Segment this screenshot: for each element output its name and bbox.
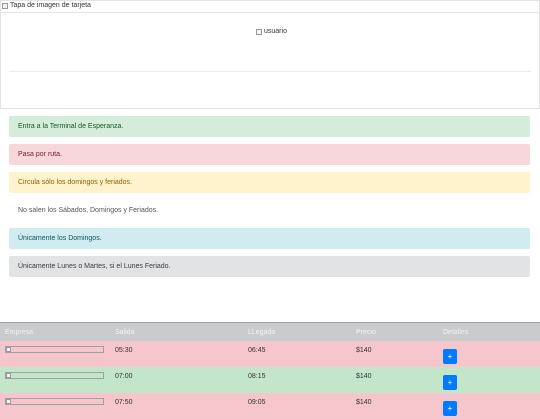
- alert-plain: No salen los Sábados, Domingos y Feriado…: [18, 207, 159, 214]
- card-cover-image: Tapa de imagen de tarjeta: [2, 2, 91, 9]
- broken-image-icon: [2, 2, 8, 9]
- header-precio: Precio: [351, 322, 438, 341]
- details-button[interactable]: +: [443, 348, 457, 364]
- card-divider: [1, 12, 539, 13]
- legend-alerts: Entra a la Terminal de Esperanza. Pasa p…: [9, 116, 530, 284]
- departure-cell: 07:00: [110, 367, 243, 393]
- table-row: 07:00 08:15 $140 +: [0, 367, 540, 393]
- departure-cell: 07:50: [110, 393, 243, 419]
- header-empresa: Empresa: [0, 322, 110, 341]
- company-logo-image: [5, 372, 104, 379]
- alert-danger: Pasa por ruta.: [9, 144, 530, 165]
- alert-success: Entra a la Terminal de Esperanza.: [9, 116, 530, 137]
- details-button[interactable]: +: [443, 400, 457, 416]
- user-avatar-image: usuario: [256, 28, 287, 35]
- broken-image-icon: [256, 28, 262, 35]
- price-cell: $140: [351, 341, 438, 367]
- company-logo-cell: [0, 367, 110, 393]
- table-header-row: Empresa Salida LLegada Precio Detalles: [0, 322, 540, 341]
- company-logo-image: [5, 398, 104, 405]
- company-logo-cell: [0, 341, 110, 367]
- table-row: 05:30 06:45 $140 +: [0, 341, 540, 367]
- price-cell: $140: [351, 393, 438, 419]
- details-cell: +: [438, 367, 540, 393]
- arrival-cell: 09:05: [243, 393, 351, 419]
- alert-info: Únicamente los Domingos.: [9, 228, 530, 249]
- header-salida: Salida: [110, 322, 243, 341]
- card-cover-alt: Tapa de imagen de tarjeta: [10, 2, 91, 9]
- departure-cell: 05:30: [110, 341, 243, 367]
- price-cell: $140: [351, 367, 438, 393]
- company-logo-image: [5, 346, 104, 353]
- broken-image-icon: [6, 347, 11, 352]
- alert-secondary: Únicamente Lunes o Martes, si el Lunes F…: [9, 256, 530, 277]
- profile-card: Tapa de imagen de tarjeta usuario: [0, 0, 540, 109]
- schedule-table: Empresa Salida LLegada Precio Detalles 0…: [0, 322, 540, 419]
- arrival-cell: 06:45: [243, 341, 351, 367]
- details-cell: +: [438, 341, 540, 367]
- table-row: 07:50 09:05 $140 +: [0, 393, 540, 419]
- details-cell: +: [438, 393, 540, 419]
- company-logo-cell: [0, 393, 110, 419]
- card-divider: [9, 71, 531, 72]
- arrival-cell: 08:15: [243, 367, 351, 393]
- broken-image-icon: [6, 399, 11, 404]
- user-avatar-alt: usuario: [264, 28, 287, 35]
- alert-warning: Circula sólo los domingos y feriados.: [9, 172, 530, 193]
- broken-image-icon: [6, 373, 11, 378]
- header-detalles: Detalles: [438, 322, 540, 341]
- schedule-table-container: Empresa Salida LLegada Precio Detalles 0…: [0, 322, 540, 419]
- details-button[interactable]: +: [443, 374, 457, 390]
- header-llegada: LLegada: [243, 322, 351, 341]
